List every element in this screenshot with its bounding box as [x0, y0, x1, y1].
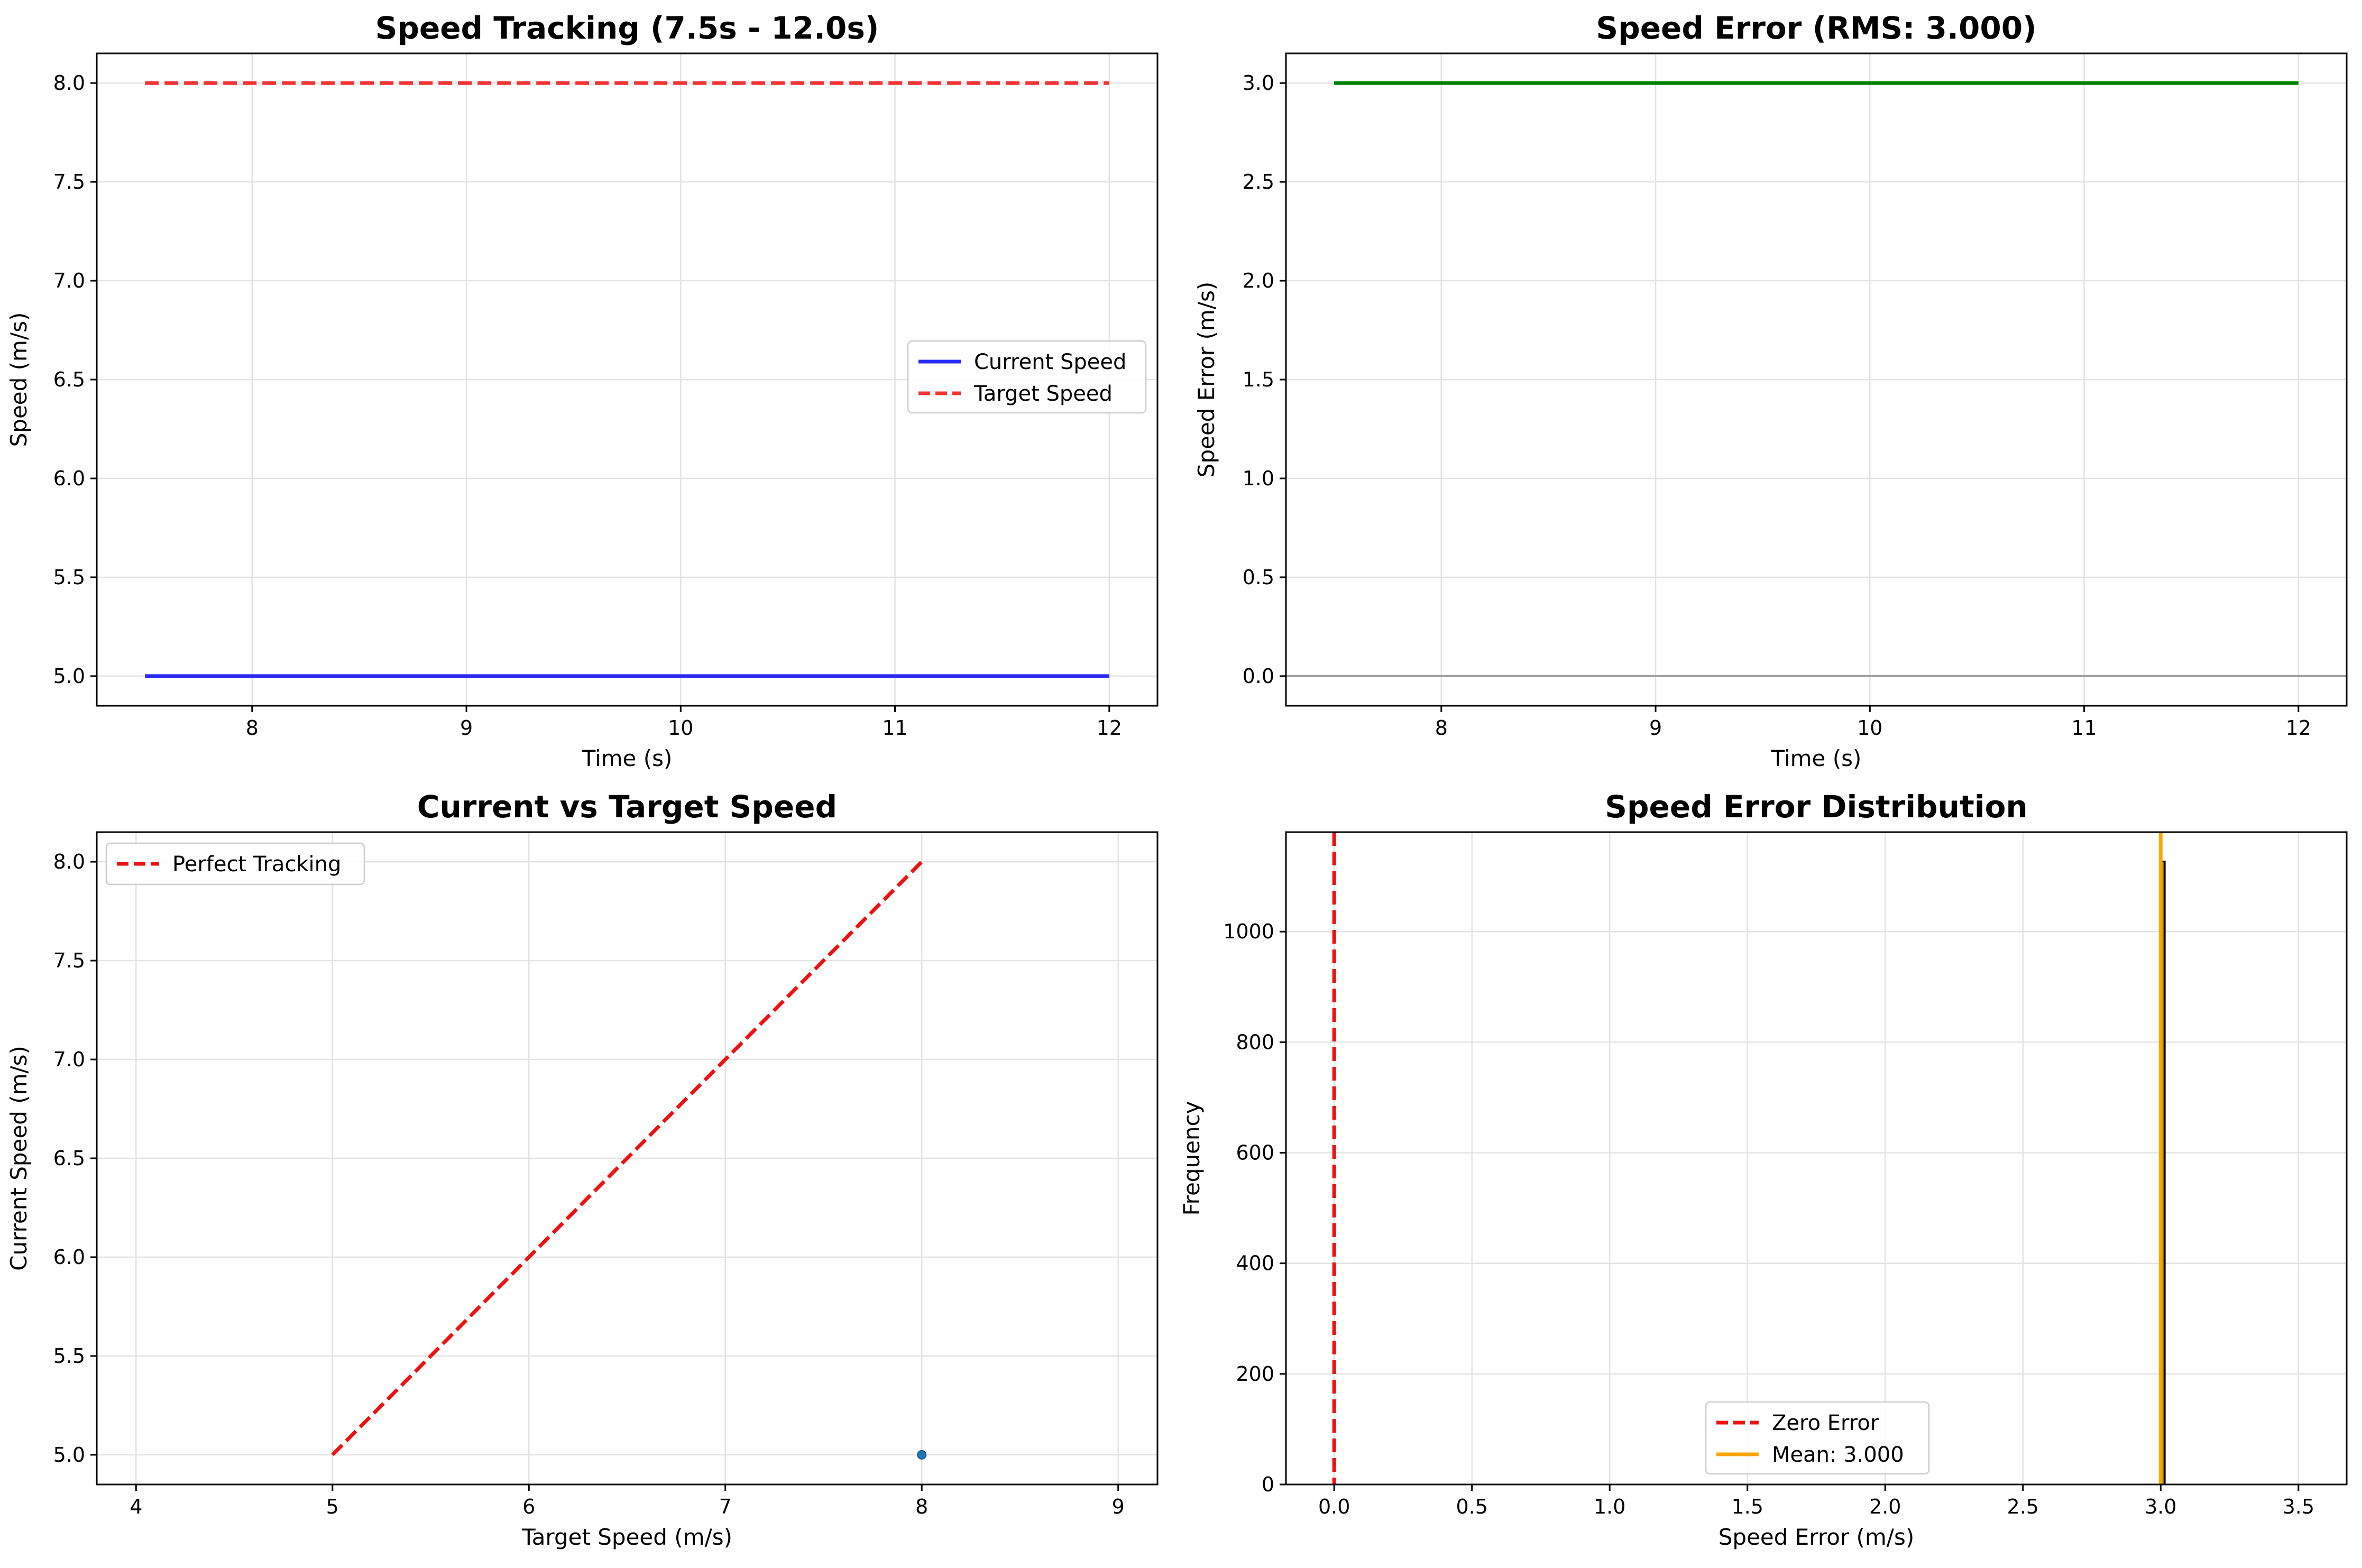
y-tick-label: 600 — [1236, 1141, 1274, 1165]
y-tick-label: 6.0 — [53, 1246, 85, 1269]
panel-current-vs-target: 4 5 6 7 8 9 5.0 5.5 6.0 6.5 7.0 7.5 8.0 Current vs Ta… — [6, 789, 1159, 1550]
x-tick-label: 2.0 — [1869, 1495, 1901, 1518]
legend-label: Current Speed — [974, 350, 1126, 374]
scatter-point — [917, 1450, 927, 1460]
y-tick-label: 7.0 — [53, 1048, 85, 1071]
x-axis-label: Time (s) — [582, 745, 673, 771]
y-tick-label: 8.0 — [53, 850, 85, 873]
x-tick-label: 12 — [1097, 716, 1122, 740]
y-tick-label: 200 — [1236, 1362, 1274, 1386]
y-tick-label: 1000 — [1223, 920, 1274, 943]
x-tick-label: 12 — [2286, 716, 2311, 740]
x-axis-label: Speed Error (m/s) — [1718, 1524, 1914, 1550]
y-tick-label: 5.5 — [53, 1344, 85, 1368]
x-axis-label: Time (s) — [1771, 745, 1862, 771]
x-tick-label: 3.5 — [2283, 1495, 2314, 1518]
x-tick-label: 11 — [2071, 716, 2097, 740]
y-tick-label: 6.0 — [53, 467, 85, 490]
y-tick-label: 1.0 — [1243, 467, 1274, 490]
x-tick-label: 1.0 — [1594, 1495, 1625, 1518]
y-tick-label: 400 — [1236, 1252, 1274, 1275]
plot-area — [1332, 832, 2166, 1484]
chart-title: Speed Error Distribution — [1605, 789, 2027, 825]
x-tick-label: 2.5 — [2007, 1495, 2039, 1518]
y-tick-label: 2.0 — [1243, 269, 1274, 292]
x-tick-label: 6 — [522, 1495, 535, 1518]
plot-area — [331, 860, 927, 1460]
y-tick-label: 2.5 — [1243, 170, 1274, 193]
legend-label: Zero Error — [1772, 1411, 1879, 1435]
legend-box — [105, 842, 365, 886]
x-tick-label: 9 — [1112, 1495, 1125, 1518]
y-tick-label: 1.5 — [1243, 368, 1274, 391]
x-tick-label: 0.5 — [1456, 1495, 1487, 1518]
x-tick-label: 8 — [915, 1495, 928, 1518]
y-tick-label: 7.0 — [53, 269, 85, 292]
x-tick-label: 10 — [668, 716, 693, 740]
y-tick-label: 0.0 — [1243, 665, 1274, 688]
legend: Zero Error Mean: 3.000 — [1705, 1401, 1930, 1475]
legend-label: Target Speed — [973, 382, 1113, 406]
plot-area — [1286, 81, 2347, 677]
x-tick-label: 4 — [130, 1495, 142, 1518]
grid — [1286, 832, 2347, 1486]
axes-frame — [1285, 831, 2348, 1486]
y-tick-label: 800 — [1236, 1030, 1274, 1054]
x-tick-label: 11 — [882, 716, 907, 740]
y-tick-label: 0.5 — [1243, 566, 1274, 589]
x-tick-label: 3.0 — [2145, 1495, 2176, 1518]
x-tick-label: 0.0 — [1318, 1495, 1350, 1518]
y-tick-label: 5.0 — [53, 1443, 85, 1466]
grid — [1286, 53, 2347, 706]
y-tick-label: 3.0 — [1243, 71, 1274, 95]
chart-title: Current vs Target Speed — [417, 789, 837, 825]
y-tick-label: 6.5 — [53, 1147, 85, 1170]
legend-label: Perfect Tracking — [172, 852, 341, 877]
legend-label: Mean: 3.000 — [1772, 1443, 1904, 1467]
y-axis-label: Frequency — [1179, 1101, 1205, 1216]
y-tick-label: 6.5 — [53, 368, 85, 391]
y-tick-label: 0 — [1262, 1473, 1274, 1496]
chart-title: Speed Tracking (7.5s - 12.0s) — [375, 10, 879, 46]
legend-box — [1705, 1401, 1930, 1475]
panel-error-distribution: 0.0 0.5 1.0 1.5 2.0 2.5 3.0 3.5 0 200 400 600 800 100… — [1179, 789, 2348, 1550]
x-tick-label: 9 — [1649, 716, 1662, 740]
y-tick-label: 5.0 — [53, 665, 85, 688]
grid — [97, 832, 1157, 1484]
y-axis-label: Speed (m/s) — [6, 312, 32, 447]
legend-box — [907, 340, 1147, 414]
x-tick-label: 8 — [1435, 716, 1448, 740]
series-line-perfect-tracking — [331, 860, 923, 1456]
x-tick-label: 5 — [326, 1495, 339, 1518]
x-tick-label: 8 — [246, 716, 259, 740]
y-tick-label: 7.5 — [53, 949, 85, 972]
legend: Current Speed Target Speed — [907, 340, 1147, 414]
y-tick-label: 8.0 — [53, 71, 85, 95]
y-tick-label: 7.5 — [53, 170, 85, 193]
x-tick-label: 7 — [719, 1495, 732, 1518]
x-tick-label: 1.5 — [1732, 1495, 1763, 1518]
y-axis-label: Speed Error (m/s) — [1193, 282, 1219, 477]
plot-area — [145, 81, 1109, 678]
legend: Perfect Tracking — [105, 842, 365, 886]
x-tick-label: 10 — [1857, 716, 1882, 740]
chart-title: Speed Error (RMS: 3.000) — [1596, 10, 2036, 46]
panel-speed-error: 8 9 10 11 12 0.0 0.5 1.0 1.5 2.0 2.5 3.0 Speed Error… — [1193, 10, 2348, 771]
panel-speed-tracking: 8 9 10 11 12 5.0 5.5 6.0 6.5 7.0 7.5 8.0 Speed Track… — [6, 10, 1159, 771]
y-tick-label: 5.5 — [53, 566, 85, 589]
x-axis-label: Target Speed (m/s) — [521, 1524, 732, 1550]
x-tick-label: 9 — [460, 716, 473, 740]
y-axis-label: Current Speed (m/s) — [6, 1046, 32, 1271]
